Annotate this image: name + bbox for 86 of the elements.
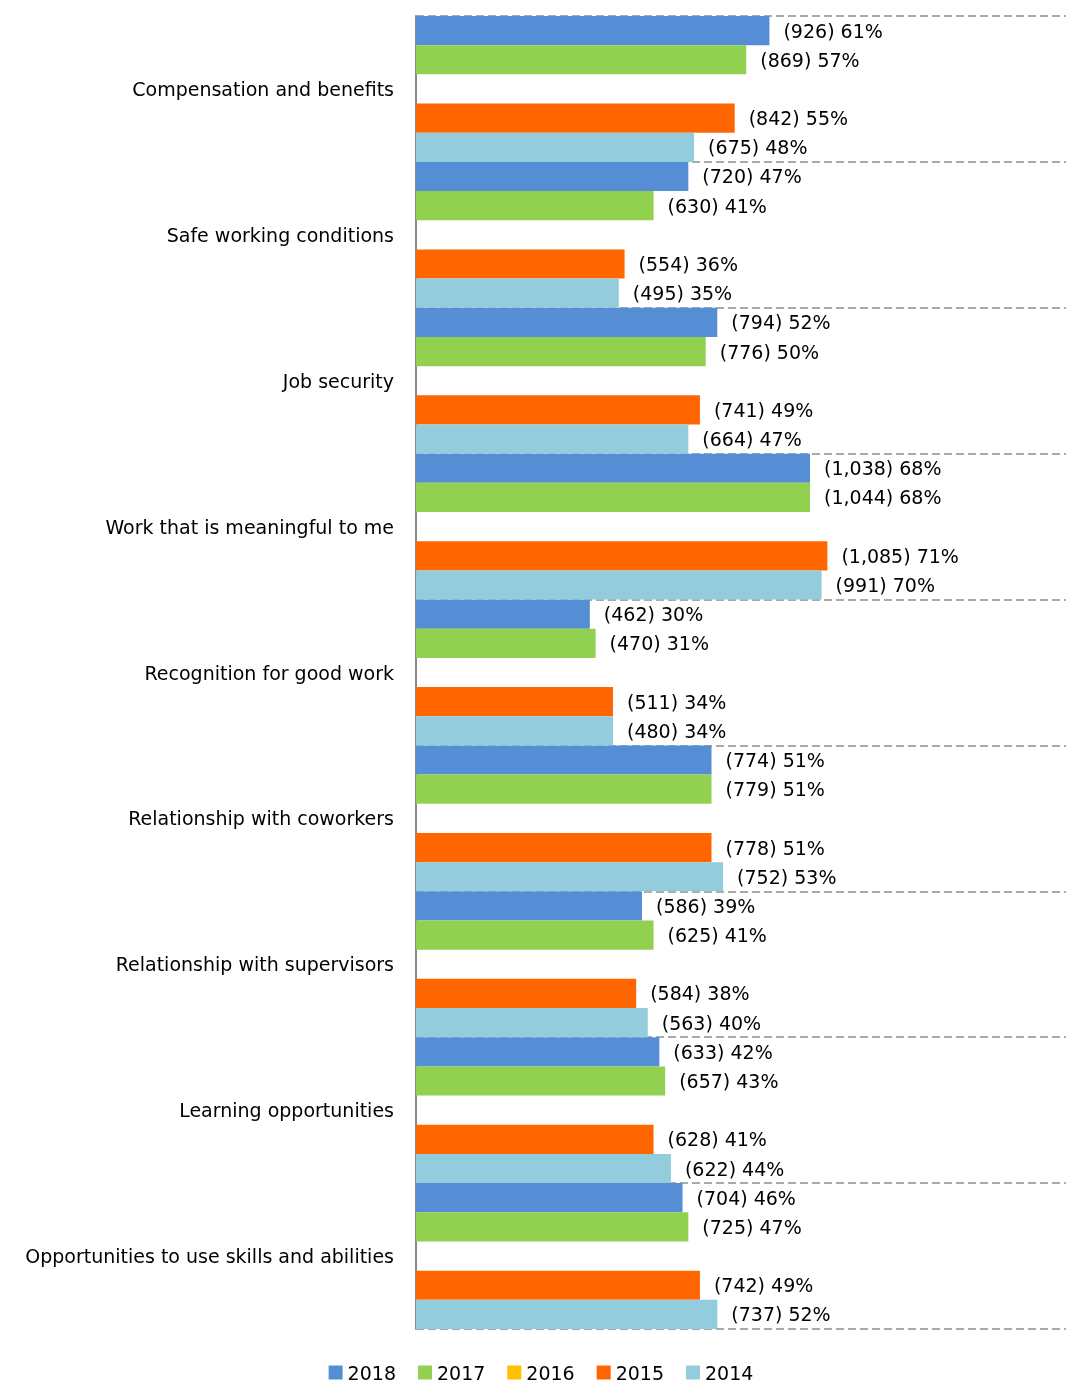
data-label: (495) 35% <box>632 282 733 305</box>
data-label: (778) 51% <box>725 836 825 859</box>
bar <box>416 1270 700 1300</box>
bar <box>416 132 695 162</box>
bar <box>416 1008 648 1038</box>
data-label: (625) 41% <box>667 924 767 947</box>
bar <box>416 570 822 600</box>
y-tick-label: Opportunities to use skills and abilities <box>25 1245 394 1268</box>
bar <box>416 716 613 746</box>
data-label: (664) 47% <box>702 428 802 451</box>
data-label: (675) 48% <box>708 136 808 159</box>
data-label: (1,044) 68% <box>824 486 942 509</box>
y-tick-label: Relationship with coworkers <box>128 807 394 830</box>
data-label: (1,085) 71% <box>841 544 959 567</box>
y-tick-label: Recognition for good work <box>144 661 394 684</box>
legend-label: 2015 <box>615 1361 665 1384</box>
bar <box>416 307 718 337</box>
data-label: (630) 41% <box>667 194 767 217</box>
legend-label: 2016 <box>526 1361 575 1384</box>
data-label: (752) 53% <box>737 865 837 888</box>
data-label: (554) 36% <box>638 253 738 276</box>
y-tick-label: Compensation and benefits <box>132 77 394 100</box>
data-label: (737) 52% <box>731 1303 831 1326</box>
data-label: (628) 41% <box>667 1128 767 1151</box>
y-tick-label: Relationship with supervisors <box>115 953 394 976</box>
legend-label: 2017 <box>436 1361 486 1384</box>
bar <box>416 1153 671 1184</box>
bar <box>416 599 590 629</box>
data-label: (774) 51% <box>725 749 825 772</box>
legend-label: 2018 <box>347 1361 396 1384</box>
data-label: (794) 52% <box>731 311 831 334</box>
bar <box>416 1183 683 1213</box>
y-tick-label: Learning opportunities <box>179 1099 394 1122</box>
data-label: (470) 31% <box>609 632 709 655</box>
data-label: (1,038) 68% <box>824 457 942 480</box>
bar <box>416 1212 689 1242</box>
bar <box>416 920 654 950</box>
bar <box>416 278 619 308</box>
bar <box>416 1066 666 1096</box>
data-label: (779) 51% <box>725 778 825 801</box>
bar <box>416 687 613 717</box>
bar <box>416 1299 718 1329</box>
data-label: (622) 44% <box>684 1157 785 1180</box>
y-tick-label: Job security <box>281 369 394 392</box>
data-label: (869) 57% <box>760 48 860 71</box>
bar <box>416 832 712 863</box>
bar <box>416 191 654 221</box>
bar <box>416 103 735 133</box>
y-tick-label: Work that is meaningful to me <box>105 515 394 538</box>
data-label: (563) 40% <box>661 1011 762 1034</box>
data-label: (742) 49% <box>713 1274 814 1297</box>
bar <box>416 1037 660 1067</box>
data-label: (586) 39% <box>655 894 756 917</box>
data-label: (991) 70% <box>835 573 935 596</box>
data-label: (462) 30% <box>603 603 704 626</box>
bar <box>416 395 700 425</box>
data-label: (842) 55% <box>748 107 849 130</box>
bar <box>416 424 689 454</box>
data-label: (511) 34% <box>627 690 727 713</box>
bar <box>416 453 811 483</box>
data-label: (480) 34% <box>627 719 727 742</box>
data-label: (704) 46% <box>696 1186 796 1209</box>
legend-label: 2014 <box>705 1361 754 1384</box>
bar <box>416 161 689 192</box>
bar <box>416 862 724 892</box>
data-label: (633) 42% <box>673 1040 773 1063</box>
bar <box>416 891 642 921</box>
bar <box>416 745 712 775</box>
data-label: (657) 43% <box>679 1069 779 1092</box>
bar <box>416 45 747 75</box>
bar <box>416 774 712 804</box>
data-label: (725) 47% <box>702 1215 802 1238</box>
data-label: (741) 49% <box>713 398 814 421</box>
y-tick-label: Safe working conditions <box>166 223 394 246</box>
data-label: (776) 50% <box>719 340 820 363</box>
bar <box>416 541 828 571</box>
data-label: (584) 38% <box>650 982 750 1005</box>
bar <box>416 628 596 658</box>
bar <box>416 978 637 1009</box>
bar <box>416 16 770 46</box>
bar <box>416 336 706 367</box>
bar <box>416 249 625 279</box>
bar <box>416 1124 654 1154</box>
data-label: (720) 47% <box>702 165 802 188</box>
bar <box>416 482 811 513</box>
data-label: (926) 61% <box>783 19 883 42</box>
